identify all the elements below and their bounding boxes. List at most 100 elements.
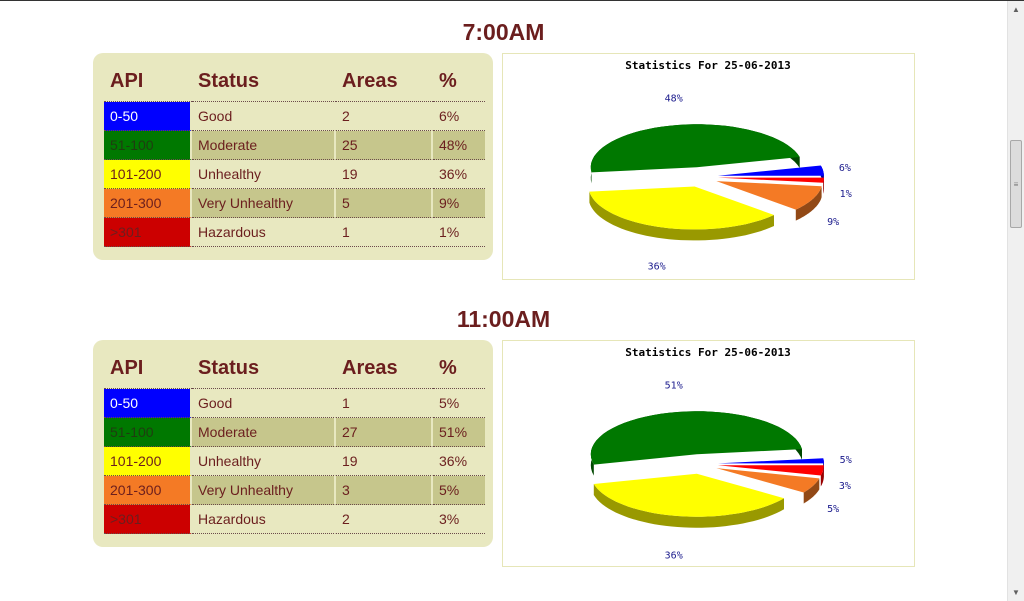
pct-cell: 51% — [433, 418, 485, 447]
table-row: 51-100 Moderate 27 51% — [104, 418, 485, 447]
scroll-thumb[interactable]: ≡ — [1010, 140, 1022, 228]
pie-label-101-200: 36% — [665, 551, 683, 562]
pct-cell: 9% — [433, 189, 485, 218]
status-cell: Hazardous — [192, 505, 336, 534]
table-row: 201-300 Very Unhealthy 5 9% — [104, 189, 485, 218]
pct-cell: 36% — [433, 160, 485, 189]
pie-slice-101-200 — [593, 473, 784, 528]
pie-slice-201-300 — [716, 181, 822, 221]
pie-slice-top — [589, 186, 774, 230]
status-cell: Good — [192, 389, 336, 418]
api-range-cell: >301 — [104, 505, 192, 534]
table-row: 0-50 Good 2 6% — [104, 102, 485, 131]
status-cell: Unhealthy — [192, 447, 336, 476]
header-status: Status — [192, 62, 336, 102]
areas-cell: 2 — [336, 102, 433, 131]
table-header-row: API Status Areas % — [104, 349, 485, 389]
pie-slice-top — [717, 465, 824, 476]
pie-slice-side — [589, 191, 774, 241]
pie-label-101-200: 36% — [648, 261, 666, 272]
pie-slice-side — [803, 478, 820, 504]
areas-cell: 19 — [336, 447, 433, 476]
pie-label-201-300: 9% — [827, 217, 839, 228]
pct-cell: 6% — [433, 102, 485, 131]
pie-slice--301 — [717, 465, 824, 487]
table-row: >301 Hazardous 2 3% — [104, 505, 485, 534]
pie-slice-51-100 — [590, 411, 802, 476]
status-cell: Moderate — [192, 418, 336, 447]
pie-label-51-100: 48% — [665, 93, 683, 104]
pct-cell: 5% — [433, 476, 485, 505]
header-status: Status — [192, 349, 336, 389]
triangle-down-icon: ▼ — [1012, 588, 1020, 597]
api-range-cell: 0-50 — [104, 102, 192, 131]
api-range-cell: >301 — [104, 218, 192, 247]
header-pct: % — [433, 349, 485, 389]
pie-slice-side — [795, 186, 822, 221]
status-cell: Good — [192, 102, 336, 131]
pie-slice-101-200 — [589, 186, 774, 241]
api-range-cell: 201-300 — [104, 189, 192, 218]
pie-label-0-50: 6% — [839, 163, 851, 174]
table-row: 101-200 Unhealthy 19 36% — [104, 447, 485, 476]
aqi-table-7am: API Status Areas % 0-50 Good 2 6% 51-100… — [104, 62, 485, 247]
vertical-scrollbar[interactable]: ▲ ≡ ▼ — [1007, 1, 1024, 601]
areas-cell: 25 — [336, 131, 433, 160]
triangle-up-icon: ▲ — [1012, 5, 1020, 14]
status-cell: Very Unhealthy — [192, 189, 336, 218]
api-range-cell: 0-50 — [104, 389, 192, 418]
pie-slice-top — [590, 411, 802, 465]
pie-label-0-50: 5% — [840, 455, 852, 466]
status-cell: Hazardous — [192, 218, 336, 247]
header-pct: % — [433, 62, 485, 102]
pie-slice-top — [716, 468, 820, 493]
pct-cell: 36% — [433, 447, 485, 476]
header-api: API — [104, 349, 192, 389]
pie-slice-side — [823, 177, 824, 194]
table-row: >301 Hazardous 1 1% — [104, 218, 485, 247]
areas-cell: 1 — [336, 218, 433, 247]
pie-slice-top — [590, 124, 800, 173]
pie-chart-11am: Statistics For 25-06-2013 5% 51% 36% 5% 3% — [502, 340, 915, 567]
status-cell: Unhealthy — [192, 160, 336, 189]
areas-cell: 5 — [336, 189, 433, 218]
table-row: 201-300 Very Unhealthy 3 5% — [104, 476, 485, 505]
pie-label-51-100: 51% — [665, 380, 683, 391]
areas-cell: 1 — [336, 389, 433, 418]
areas-cell: 2 — [336, 505, 433, 534]
pie-label-201-300: 5% — [827, 504, 839, 515]
pie-slice-201-300 — [716, 468, 820, 504]
pct-cell: 3% — [433, 505, 485, 534]
pie-slice-top — [718, 177, 824, 183]
api-range-cell: 51-100 — [104, 131, 192, 160]
time-heading-11am: 11:00AM — [456, 306, 551, 332]
api-range-cell: 201-300 — [104, 476, 192, 505]
pie-slice-side — [820, 465, 824, 487]
chart-title: Statistics For 25-06-2013 — [625, 59, 791, 72]
header-areas: Areas — [336, 62, 433, 102]
pie-slice-51-100 — [590, 124, 800, 184]
pct-cell: 48% — [433, 131, 485, 160]
status-cell: Moderate — [192, 131, 336, 160]
pie-slice--301 — [718, 177, 824, 194]
pie-chart-7am: Statistics For 25-06-2013 6% 48% 36% 9% 1% — [502, 53, 915, 280]
chart-title: Statistics For 25-06-2013 — [625, 346, 791, 359]
pie-label--301: 1% — [840, 189, 852, 200]
header-api: API — [104, 62, 192, 102]
aqi-table-11am: API Status Areas % 0-50 Good 1 5% 51-100… — [104, 349, 485, 534]
time-heading-7am: 7:00AM — [462, 19, 545, 45]
scroll-up-button[interactable]: ▲ — [1008, 1, 1024, 18]
pie-slice-side — [593, 484, 784, 528]
pie-label--301: 3% — [839, 481, 851, 492]
pie-slice-top — [717, 165, 824, 176]
table-row: 0-50 Good 1 5% — [104, 389, 485, 418]
areas-cell: 3 — [336, 476, 433, 505]
pct-cell: 5% — [433, 389, 485, 418]
pie-slice-top — [716, 181, 822, 210]
api-range-cell: 51-100 — [104, 418, 192, 447]
pie-slice-top — [718, 458, 824, 464]
scroll-down-button[interactable]: ▼ — [1008, 584, 1024, 601]
aqi-table-panel-7am: API Status Areas % 0-50 Good 2 6% 51-100… — [93, 53, 493, 260]
aqi-table-panel-11am: API Status Areas % 0-50 Good 1 5% 51-100… — [93, 340, 493, 547]
